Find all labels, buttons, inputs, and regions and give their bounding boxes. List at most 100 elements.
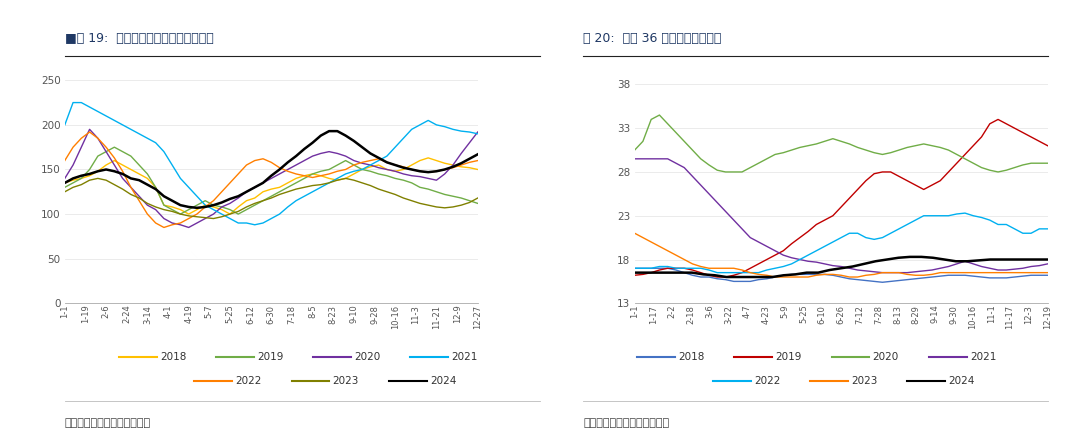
2024 xyxy=(949,259,962,264)
2023 xyxy=(760,273,773,278)
2022 xyxy=(348,162,361,168)
2019 xyxy=(769,252,782,258)
2020 xyxy=(199,216,212,221)
2019 xyxy=(199,198,212,203)
2021 xyxy=(58,122,71,128)
2024 xyxy=(904,254,917,260)
2023 xyxy=(58,189,71,194)
Text: 2022: 2022 xyxy=(754,376,780,386)
2021 xyxy=(248,222,261,227)
2023 xyxy=(752,272,765,277)
2022 xyxy=(158,225,171,230)
2019 xyxy=(1041,143,1054,149)
2024 xyxy=(1029,257,1042,262)
2020 xyxy=(83,127,96,132)
2024 xyxy=(708,273,721,278)
2021 xyxy=(629,156,642,161)
2024 xyxy=(915,254,928,260)
2022 xyxy=(58,158,71,163)
2021 xyxy=(752,240,765,245)
2024 xyxy=(858,261,870,267)
2024 xyxy=(927,255,940,260)
2020 xyxy=(1041,161,1054,166)
2024 xyxy=(800,270,813,275)
2018 xyxy=(58,180,71,186)
2024 xyxy=(937,257,950,262)
2020 xyxy=(158,216,171,221)
2019 xyxy=(373,171,386,177)
Text: ■图 19:  寿光蔬菜价格指数（总指数）: ■图 19: 寿光蔬菜价格指数（总指数） xyxy=(65,32,214,45)
2024 xyxy=(348,138,361,144)
2024 xyxy=(778,273,791,278)
2023 xyxy=(629,231,642,236)
Line: 2022: 2022 xyxy=(65,132,477,227)
2024 xyxy=(869,259,882,264)
2022 xyxy=(373,156,386,161)
2023 xyxy=(719,265,732,271)
2020 xyxy=(769,152,782,157)
Line: 2023: 2023 xyxy=(65,178,477,219)
Line: 2019: 2019 xyxy=(635,120,1048,277)
2022 xyxy=(199,204,212,210)
2024 xyxy=(373,155,386,161)
2024 xyxy=(651,270,664,275)
2020 xyxy=(777,150,789,155)
Line: 2018: 2018 xyxy=(65,158,477,214)
2024 xyxy=(754,274,767,280)
2019 xyxy=(909,182,922,188)
2023 xyxy=(909,273,922,278)
2021 xyxy=(1041,261,1054,267)
2021 xyxy=(876,270,889,275)
2024 xyxy=(766,274,779,280)
2019 xyxy=(207,202,220,208)
2022 xyxy=(727,270,740,275)
2018 xyxy=(1041,273,1054,278)
2018 xyxy=(190,207,203,212)
2024 xyxy=(996,257,1009,262)
Text: 2019: 2019 xyxy=(257,352,283,362)
2023 xyxy=(471,195,484,201)
2022 xyxy=(909,218,922,223)
Text: 2021: 2021 xyxy=(451,352,477,362)
2019 xyxy=(760,257,773,262)
2020 xyxy=(207,211,220,217)
2019 xyxy=(629,273,642,278)
2018 xyxy=(149,185,162,190)
Text: 2020: 2020 xyxy=(354,352,380,362)
2021 xyxy=(190,194,203,199)
2019 xyxy=(348,162,361,168)
Text: 2022: 2022 xyxy=(235,376,261,386)
Text: 2021: 2021 xyxy=(970,352,996,362)
2019 xyxy=(108,145,121,150)
2022 xyxy=(769,265,782,271)
Text: 图 20:  猪肉 36 个城市平均零售价: 图 20: 猪肉 36 个城市平均零售价 xyxy=(583,32,721,45)
2024 xyxy=(58,180,71,186)
2023 xyxy=(463,200,476,205)
2020 xyxy=(373,165,386,170)
2020 xyxy=(183,225,195,230)
2022 xyxy=(207,198,220,203)
Line: 2021: 2021 xyxy=(65,103,477,225)
2021 xyxy=(463,129,476,135)
2022 xyxy=(1041,226,1054,231)
2020 xyxy=(942,147,955,153)
2023 xyxy=(769,274,782,280)
2020 xyxy=(719,169,732,175)
Text: 2020: 2020 xyxy=(873,352,899,362)
2021 xyxy=(760,244,773,249)
2024 xyxy=(743,274,756,280)
2024 xyxy=(471,152,484,157)
2022 xyxy=(463,160,476,165)
2019 xyxy=(1032,139,1045,144)
2019 xyxy=(158,202,171,208)
Line: 2019: 2019 xyxy=(65,147,477,214)
Line: 2022: 2022 xyxy=(635,213,1048,273)
2023 xyxy=(348,178,361,183)
2024 xyxy=(731,274,744,280)
2020 xyxy=(58,176,71,181)
2018 xyxy=(364,164,377,169)
2022 xyxy=(471,158,484,163)
2019 xyxy=(934,178,947,183)
2023 xyxy=(199,215,212,220)
2024 xyxy=(846,264,859,269)
